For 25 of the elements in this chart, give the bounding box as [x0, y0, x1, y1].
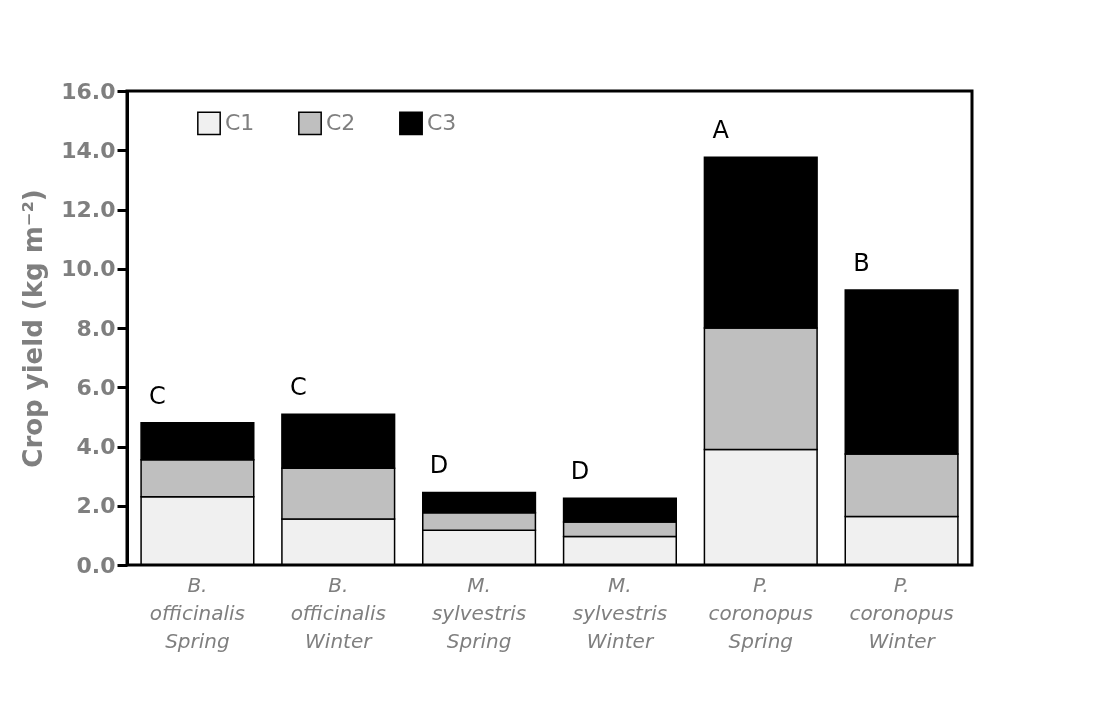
x-tick-label: B. officinalis Winter	[290, 572, 386, 653]
y-tick-label: 6.0	[76, 374, 116, 400]
x-tick-label: M. sylvestris Spring	[431, 572, 527, 653]
x-tick-label: M. sylvestris Winter	[572, 572, 668, 653]
annotation: A	[712, 116, 730, 145]
annotation: D	[570, 457, 590, 486]
y-tick-label: 12.0	[61, 197, 116, 222]
annotation: D	[429, 451, 449, 480]
x-tick-label: P. coronopus Spring	[708, 572, 813, 653]
legend-label: C2	[326, 110, 356, 136]
y-tick-label: 8.0	[76, 315, 116, 341]
x-tick-label: B. officinalis Spring	[149, 572, 246, 653]
y-tick-label: 2.0	[76, 493, 116, 519]
y-axis-title: Crop yield (kg m⁻²)	[18, 189, 49, 468]
annotation: C	[149, 381, 166, 410]
annotation: B	[853, 249, 870, 278]
x-tick-label: P. coronopus Winter	[849, 572, 954, 653]
y-tick-label: 4.0	[76, 434, 116, 459]
y-tick-label: 16.0	[61, 78, 116, 104]
legend-label: C3	[427, 110, 457, 136]
legend-label: C1	[225, 110, 255, 136]
annotation: C	[289, 373, 307, 402]
y-tick-label: 14.0	[61, 137, 116, 163]
y-tick-label: 0.0	[76, 552, 116, 578]
y-tick-label: 10.0	[61, 256, 116, 282]
